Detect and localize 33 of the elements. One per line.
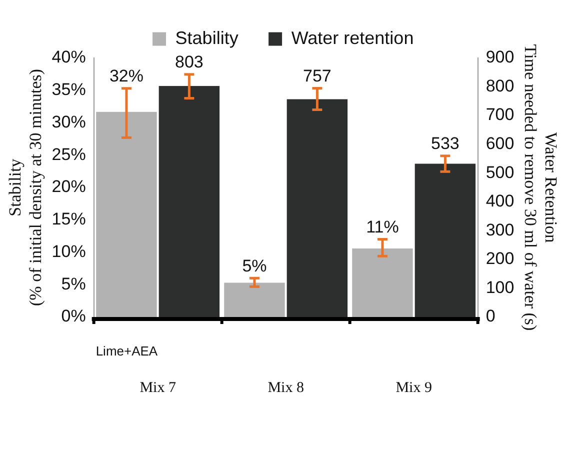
y-tick-label: 35% (52, 80, 86, 100)
data-label: 757 (303, 66, 332, 86)
y2-tick-label: 500 (486, 162, 514, 182)
y2-tick-label: 0 (486, 306, 496, 326)
y-tick-label: 30% (52, 112, 86, 132)
text: Lime+AEA (96, 344, 158, 359)
data-label: 803 (175, 52, 204, 72)
y2-axis-title: Water Retention Time needed to remove 30 ml of water (s) (520, 44, 560, 331)
data-label: 533 (431, 134, 460, 154)
y-tick-label: 0% (61, 306, 86, 326)
data-label: 5% (242, 256, 267, 276)
x-tick-label: Mix 8 (268, 380, 304, 396)
y2-tick-label: 100 (486, 278, 514, 297)
x-tick-label: Mix 7 (140, 380, 176, 396)
y2-tick-label: 200 (486, 249, 514, 268)
y2-tick-label: 600 (486, 134, 514, 154)
y-tick-label: 10% (52, 242, 86, 261)
y-tick-label: 5% (61, 274, 86, 294)
y2-tick-label: 400 (486, 192, 514, 211)
y2-tick-label: 700 (486, 105, 514, 124)
x-tick-label: Mix 9 (396, 380, 432, 396)
y-tick-label: 15% (52, 210, 86, 229)
y-tick-label: 20% (52, 177, 86, 196)
y-axis-title: Stability (% of initial density at 30 minutes) (6, 68, 46, 306)
y2-tick-label: 300 (486, 220, 514, 240)
data-label: 32% (109, 66, 144, 86)
y2-tick-label: 800 (486, 76, 514, 96)
y-tick-label: 25% (52, 144, 86, 164)
legend-label: Water retention (291, 28, 414, 48)
data-label: 11% (366, 217, 399, 236)
y-tick-label: 40% (52, 48, 86, 67)
y2-tick-label: 900 (486, 48, 514, 67)
legend-label: Stability (175, 28, 238, 48)
